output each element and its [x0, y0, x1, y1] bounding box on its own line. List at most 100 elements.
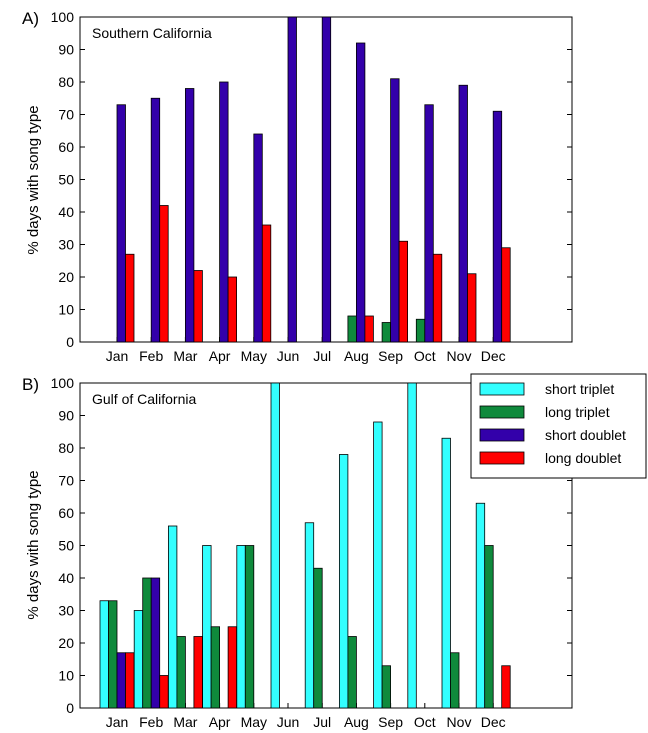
x-tick-label: Aug [344, 714, 369, 730]
bar-short-doublet-dec [492, 110, 503, 343]
legend-label: short triplet [545, 381, 614, 397]
y-tick-label: 100 [51, 9, 75, 25]
bar-long-triplet-dec [484, 545, 494, 709]
bar-short-triplet-may [236, 545, 246, 709]
bar-long-triplet-oct [415, 318, 426, 343]
bar-short-triplet-jun [270, 382, 280, 709]
bar-short-doublet-jul [321, 16, 332, 343]
bar-long-doublet-aug [364, 315, 374, 343]
x-tick-label: Jan [106, 348, 129, 364]
x-tick-label: Nov [447, 714, 472, 730]
y-tick-label: 90 [58, 408, 74, 424]
bar-short-triplet-jan [99, 600, 109, 709]
x-tick-label: May [241, 348, 267, 364]
panel-label: A) [22, 9, 39, 28]
bar-short-doublet-nov [458, 84, 468, 343]
y-tick-label: 10 [58, 668, 74, 684]
x-tick-label: Dec [481, 348, 506, 364]
bar-long-doublet-feb [159, 675, 169, 709]
panel-a: 0 10 20 30 40 50 60 70 80 90 100 Jan Feb Mar Apr May Jun… [22, 9, 573, 364]
bar-long-doublet-feb [159, 205, 169, 343]
x-tick-label: Dec [481, 714, 506, 730]
x-tick-label: Jun [277, 348, 300, 364]
x-tick-label: Feb [139, 348, 163, 364]
bar-long-doublet-mar [193, 636, 203, 709]
legend-swatch-long-doublet [479, 451, 525, 465]
legend-swatch-long-triplet [479, 405, 525, 419]
bar-short-doublet-mar [184, 88, 195, 343]
panel-b: 0 10 20 30 40 50 60 70 80 90 100 Jan Feb Mar Apr May Jun… [22, 375, 573, 730]
x-tick-label: Oct [414, 348, 436, 364]
y-tick-label: 40 [58, 204, 74, 220]
bar-short-doublet-feb [150, 97, 161, 343]
bar-short-doublet-oct [424, 104, 434, 343]
y-tick-label: 60 [58, 505, 74, 521]
bar-short-doublet-jan [116, 104, 126, 343]
x-tick-label: Mar [173, 714, 197, 730]
y-tick-label: 30 [58, 603, 74, 619]
y-tick-label: 70 [58, 107, 74, 123]
bar-short-triplet-apr [202, 545, 212, 709]
y-tick-label: 0 [66, 334, 74, 350]
bar-short-triplet-nov [441, 437, 451, 709]
bar-long-triplet-jan [108, 600, 118, 709]
bar-long-triplet-apr [210, 626, 221, 709]
y-tick-label: 10 [58, 302, 74, 318]
legend-swatch-short-doublet [479, 428, 525, 442]
bar-short-triplet-feb [133, 610, 144, 709]
bar-long-doublet-may [261, 224, 272, 343]
bar-long-triplet-may [244, 545, 255, 709]
bar-long-triplet-aug [347, 636, 357, 709]
bar-short-triplet-aug [338, 454, 349, 709]
y-tick-label: 90 [58, 42, 74, 58]
bar-short-triplet-jul [304, 522, 315, 709]
x-tick-label: Jun [277, 714, 300, 730]
panel-label: B) [22, 375, 39, 394]
x-tick-label: Aug [344, 348, 369, 364]
bar-long-doublet-mar [193, 270, 203, 343]
x-tick-label: Sep [378, 714, 403, 730]
bar-short-doublet-sep [390, 78, 400, 343]
x-tick-label: Mar [173, 348, 197, 364]
bar-long-doublet-oct [432, 253, 443, 343]
y-axis-label: % days with song type [25, 470, 42, 619]
bar-long-triplet-sep [381, 665, 392, 709]
bar-long-triplet-jul [313, 567, 323, 709]
bar-long-triplet-nov [450, 652, 460, 709]
y-tick-label: 60 [58, 139, 74, 155]
bar-short-triplet-mar [167, 525, 178, 709]
y-tick-label: 80 [58, 74, 74, 90]
x-tick-label: Apr [209, 348, 231, 364]
bar-long-triplet-sep [381, 322, 392, 343]
bar-long-doublet-apr [227, 276, 238, 343]
x-tick-label: Oct [414, 714, 436, 730]
y-tick-label: 20 [58, 635, 74, 651]
bar-long-doublet-dec [501, 247, 511, 343]
x-tick-label: Nov [447, 348, 472, 364]
bar-long-doublet-dec [501, 665, 511, 709]
y-tick-label: 20 [58, 269, 74, 285]
bar-long-doublet-sep [398, 240, 409, 343]
legend-label: long doublet [545, 450, 621, 466]
y-tick-label: 50 [58, 172, 74, 188]
bar-long-triplet-mar [176, 636, 186, 709]
bar-long-doublet-jan [125, 253, 135, 343]
legend: short triplet long triplet short doublet lo… [470, 373, 647, 479]
chart-title: Southern California [92, 25, 212, 41]
y-axis-label: % days with song type [25, 105, 42, 254]
bar-short-doublet-jan [116, 652, 126, 709]
x-tick-label: May [241, 714, 267, 730]
bar-long-doublet-nov [467, 273, 477, 343]
bar-short-doublet-jun [287, 16, 297, 343]
x-tick-label: Jul [313, 714, 331, 730]
x-tick-label: Feb [139, 714, 163, 730]
y-tick-label: 30 [58, 237, 74, 253]
bar-long-doublet-apr [227, 626, 238, 709]
x-tick-label: Sep [378, 348, 403, 364]
legend-label: short doublet [545, 427, 626, 443]
y-tick-label: 100 [51, 375, 75, 391]
bar-short-triplet-sep [373, 421, 383, 709]
chart-title: Gulf of California [92, 391, 196, 407]
bar-short-doublet-apr [219, 81, 229, 343]
